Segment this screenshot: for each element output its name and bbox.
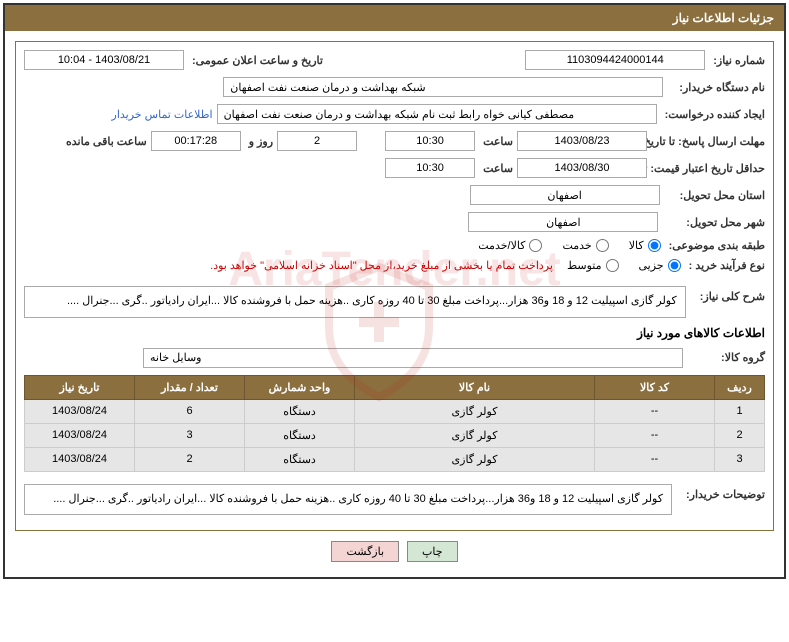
radio-goods-text: کالا	[629, 239, 644, 252]
radio-partial[interactable]	[668, 259, 681, 272]
buyer-org-field: شبکه بهداشت و درمان صنعت نفت اصفهان	[223, 77, 663, 97]
radio-goods-service-label[interactable]: کالا/خدمت	[478, 239, 542, 252]
table-cell: --	[595, 399, 715, 423]
announce-datetime-field: 1403/08/21 - 10:04	[24, 50, 184, 70]
radio-medium-text: متوسط	[567, 259, 602, 272]
header-title: جزئیات اطلاعات نیاز	[5, 5, 784, 31]
group-label: گروه کالا:	[721, 351, 765, 364]
radio-medium-label[interactable]: متوسط	[567, 259, 619, 272]
process-type-label: نوع فرآیند خرید :	[689, 259, 765, 272]
time-label-1: ساعت	[483, 135, 513, 148]
items-info-title: اطلاعات کالاهای مورد نیاز	[24, 326, 765, 340]
buyer-notes-box: کولر گازی اسپیلیت 12 و 18 و36 هزار...پرد…	[24, 484, 672, 516]
table-cell: کولر گازی	[355, 423, 595, 447]
table-header-row: ردیف کد کالا نام کالا واحد شمارش تعداد /…	[25, 375, 765, 399]
table-cell: 1403/08/24	[25, 399, 135, 423]
need-number-label: شماره نیاز:	[713, 54, 765, 67]
table-cell: 2	[715, 423, 765, 447]
radio-service-label[interactable]: خدمت	[562, 239, 608, 252]
buyer-contact-link[interactable]: اطلاعات تماس خریدار	[112, 108, 213, 121]
table-cell: --	[595, 423, 715, 447]
table-cell: 6	[135, 399, 245, 423]
need-desc-box: کولر گازی اسپیلیت 12 و 18 و36 هزار...پرد…	[24, 286, 686, 318]
table-cell: 3	[715, 447, 765, 471]
countdown: 00:17:28	[151, 131, 241, 151]
deadline-send-label: مهلت ارسال پاسخ: تا تاریخ:	[655, 135, 765, 148]
table-row: 2--کولر گازیدستگاه31403/08/24	[25, 423, 765, 447]
announce-datetime-label: تاریخ و ساعت اعلان عمومی:	[192, 54, 323, 67]
print-button[interactable]: چاپ	[407, 541, 458, 562]
validity-date: 1403/08/30	[517, 158, 647, 178]
main-container: جزئیات اطلاعات نیاز AriaTender.net شماره…	[3, 3, 786, 579]
buyer-org-label: نام دستگاه خریدار:	[679, 81, 765, 94]
need-desc-label: شرح کلی نیاز:	[700, 290, 765, 303]
table-cell: 2	[135, 447, 245, 471]
deadline-send-time: 10:30	[385, 131, 475, 151]
payment-note: پرداخت تمام یا بخشی از مبلغ خرید،از محل …	[210, 259, 553, 272]
validity-time: 10:30	[385, 158, 475, 178]
category-label: طبقه بندی موضوعی:	[669, 239, 765, 252]
table-cell: 1403/08/24	[25, 447, 135, 471]
th-qty: تعداد / مقدار	[135, 375, 245, 399]
buyer-notes-label: توضیحات خریدار:	[686, 488, 765, 501]
items-table: ردیف کد کالا نام کالا واحد شمارش تعداد /…	[24, 375, 765, 472]
city-field: اصفهان	[468, 212, 658, 232]
details-panel: AriaTender.net شماره نیاز: 1103094424000…	[15, 41, 774, 531]
th-unit: واحد شمارش	[245, 375, 355, 399]
th-date: تاریخ نیاز	[25, 375, 135, 399]
requester-label: ایجاد کننده درخواست:	[665, 108, 765, 121]
group-field: وسایل خانه	[143, 348, 683, 368]
radio-goods-label[interactable]: کالا	[629, 239, 661, 252]
radio-goods[interactable]	[648, 239, 661, 252]
radio-service-text: خدمت	[562, 239, 591, 252]
table-cell: 1403/08/24	[25, 423, 135, 447]
th-code: کد کالا	[595, 375, 715, 399]
th-row: ردیف	[715, 375, 765, 399]
time-label-2: ساعت	[483, 162, 513, 175]
table-cell: 1	[715, 399, 765, 423]
content-area: AriaTender.net شماره نیاز: 1103094424000…	[5, 31, 784, 577]
need-number-field: 1103094424000144	[525, 50, 705, 70]
table-row: 3--کولر گازیدستگاه21403/08/24	[25, 447, 765, 471]
table-cell: --	[595, 447, 715, 471]
button-row: چاپ بازگشت	[15, 541, 774, 562]
radio-partial-label[interactable]: جزیی	[639, 259, 681, 272]
category-radios: کالا خدمت کالا/خدمت	[478, 239, 660, 252]
radio-service[interactable]	[596, 239, 609, 252]
radio-partial-text: جزیی	[639, 259, 664, 272]
process-radios: جزیی متوسط	[567, 259, 681, 272]
remaining-label: ساعت باقی مانده	[66, 135, 147, 148]
table-cell: دستگاه	[245, 423, 355, 447]
back-button[interactable]: بازگشت	[331, 541, 399, 562]
days-and-label: روز و	[249, 135, 273, 148]
province-label: استان محل تحویل:	[680, 189, 765, 202]
deadline-send-date: 1403/08/23	[517, 131, 647, 151]
table-cell: کولر گازی	[355, 447, 595, 471]
table-cell: دستگاه	[245, 447, 355, 471]
requester-field: مصطفی کیانی خواه رابط ثبت نام شبکه بهداش…	[217, 104, 657, 124]
table-row: 1--کولر گازیدستگاه61403/08/24	[25, 399, 765, 423]
province-field: اصفهان	[470, 185, 660, 205]
th-name: نام کالا	[355, 375, 595, 399]
table-cell: کولر گازی	[355, 399, 595, 423]
validity-label: حداقل تاریخ اعتبار قیمت: تا تاریخ:	[655, 162, 765, 175]
days-remaining: 2	[277, 131, 357, 151]
table-cell: دستگاه	[245, 399, 355, 423]
radio-goods-service[interactable]	[529, 239, 542, 252]
radio-goods-service-text: کالا/خدمت	[478, 239, 525, 252]
radio-medium[interactable]	[606, 259, 619, 272]
table-cell: 3	[135, 423, 245, 447]
city-label: شهر محل تحویل:	[686, 216, 765, 229]
